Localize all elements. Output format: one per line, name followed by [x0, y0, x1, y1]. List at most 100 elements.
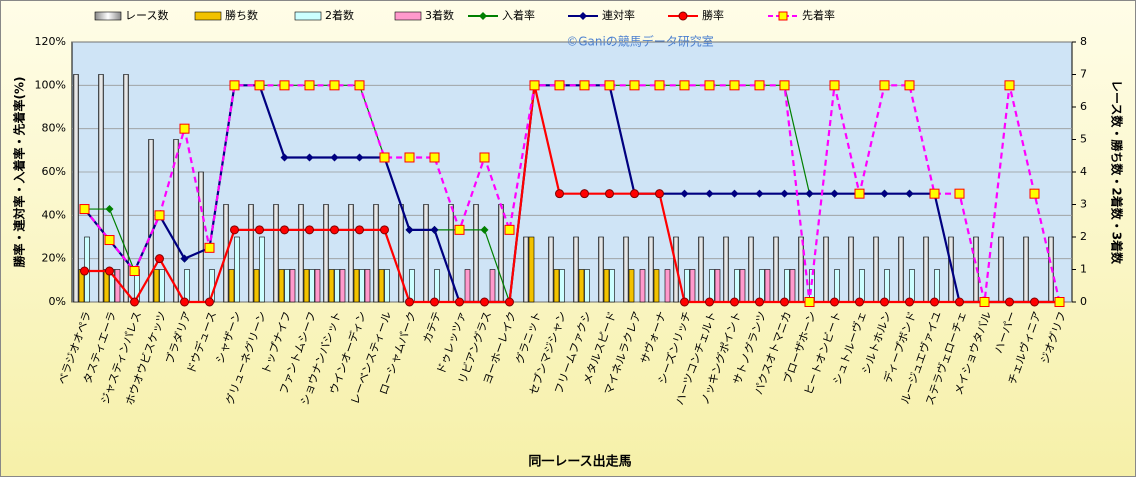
bar [764, 269, 771, 303]
marker [830, 297, 839, 307]
bar [623, 236, 629, 303]
marker [705, 297, 714, 307]
bar [898, 236, 904, 303]
marker [904, 80, 915, 91]
bar [798, 236, 804, 303]
marker [355, 225, 364, 235]
marker [504, 224, 515, 235]
bar [823, 236, 829, 303]
bar [114, 269, 121, 303]
legend-label: 3着数 [425, 8, 454, 22]
bar [378, 269, 385, 303]
marker [730, 297, 739, 307]
marker [355, 153, 364, 162]
bar [328, 269, 335, 303]
marker [529, 80, 540, 91]
marker [454, 224, 465, 235]
bar [339, 269, 346, 303]
bar [639, 269, 646, 303]
marker [405, 225, 414, 234]
bar [748, 236, 754, 303]
bar [153, 269, 160, 303]
y-tick-label: 40% [42, 208, 66, 221]
marker [829, 80, 840, 91]
bar [923, 236, 929, 303]
bar [298, 204, 304, 303]
watermark: ©Ganiの競馬データ研究室 [566, 34, 714, 49]
marker [830, 189, 839, 198]
marker [154, 210, 165, 221]
bar [859, 269, 865, 303]
marker [705, 189, 714, 198]
legend-label: 勝率 [702, 8, 724, 22]
marker [780, 189, 789, 198]
marker [780, 297, 789, 307]
marker [305, 153, 314, 162]
bar [384, 269, 390, 303]
bar [578, 269, 585, 303]
marker [405, 297, 414, 307]
marker [730, 189, 739, 198]
marker [954, 188, 965, 199]
marker [1029, 188, 1040, 199]
marker [855, 297, 864, 307]
bar [228, 269, 235, 303]
marker [755, 297, 764, 307]
marker [505, 297, 514, 307]
y2-tick-label: 4 [1080, 165, 1087, 178]
bar [548, 236, 554, 303]
bar [773, 236, 779, 303]
legend-label: 勝ち数 [225, 8, 258, 22]
bar [603, 269, 610, 303]
bar [873, 236, 879, 303]
marker [779, 80, 790, 91]
bar [698, 236, 704, 303]
bar [409, 269, 415, 303]
bar [653, 269, 660, 303]
marker [854, 188, 865, 199]
marker [755, 189, 764, 198]
bar [553, 269, 560, 303]
marker [480, 225, 489, 234]
marker [205, 297, 214, 307]
marker [455, 297, 464, 307]
marker [80, 266, 89, 276]
marker [430, 297, 439, 307]
marker [204, 242, 215, 253]
marker [680, 297, 689, 307]
legend-label: 2着数 [325, 8, 354, 22]
marker [629, 80, 640, 91]
bar [289, 269, 296, 303]
marker [979, 297, 990, 307]
bar [373, 204, 379, 303]
bar [234, 236, 240, 303]
marker [754, 80, 765, 91]
marker [929, 188, 940, 199]
marker [330, 225, 339, 235]
marker [605, 189, 614, 199]
marker [880, 297, 889, 307]
marker [180, 297, 189, 307]
y2-tick-label: 5 [1080, 133, 1087, 146]
marker [330, 153, 339, 162]
bar [734, 269, 740, 303]
bar [314, 269, 321, 303]
x-axis-title: 同一レース出走馬 [528, 454, 631, 470]
y2-tick-label: 7 [1080, 68, 1087, 81]
marker [280, 153, 289, 162]
marker [555, 189, 564, 199]
y2-axis-title: レース数・勝ち数・2着数・3着数 [1110, 80, 1125, 265]
marker [879, 80, 890, 91]
legend-label: レース数 [125, 9, 168, 22]
marker [1005, 297, 1014, 307]
marker [79, 204, 90, 215]
bar [998, 236, 1004, 303]
bar [73, 74, 79, 303]
marker [805, 189, 814, 198]
marker [905, 189, 914, 198]
marker [255, 225, 264, 235]
line [83, 84, 1061, 303]
marker [180, 254, 189, 263]
y-tick-label: 60% [42, 165, 66, 178]
bar [1023, 236, 1029, 303]
